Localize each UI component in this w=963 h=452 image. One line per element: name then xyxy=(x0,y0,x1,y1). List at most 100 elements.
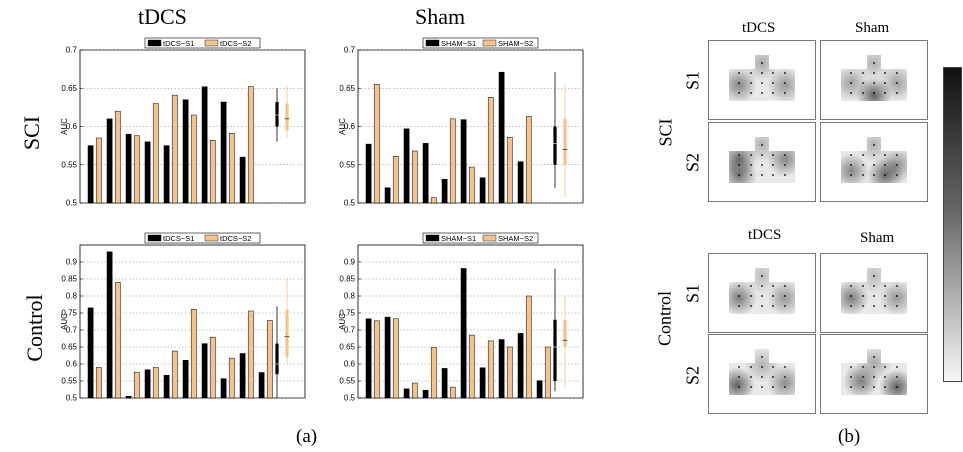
y-tick-label: 0.65 xyxy=(339,343,355,352)
bar-s1 xyxy=(144,369,151,399)
bar-s1 xyxy=(365,318,372,399)
electrode-dot xyxy=(738,92,740,94)
electrode-dot xyxy=(750,386,752,388)
electrode-dot xyxy=(738,366,740,368)
electrode-dot xyxy=(738,72,740,74)
electrode-dot xyxy=(761,92,763,94)
topomap-sci-sham-s1 xyxy=(820,40,928,120)
electrode-dot xyxy=(761,366,763,368)
bar-s1 xyxy=(106,118,113,204)
bar-s2 xyxy=(544,346,551,399)
electrode-dot xyxy=(896,164,898,166)
electrode-dot xyxy=(850,154,852,156)
bar-s1 xyxy=(384,316,391,399)
electrode-dot xyxy=(761,356,763,358)
legend-label: SHAM−S1 xyxy=(441,234,476,243)
bar-s2 xyxy=(171,94,178,204)
electrode-dot xyxy=(850,174,852,176)
bar-s2 xyxy=(228,357,235,399)
electrode-dot xyxy=(761,285,763,287)
bar-s2 xyxy=(190,114,197,204)
electrode-dot xyxy=(896,285,898,287)
electrode-dot xyxy=(772,366,774,368)
y-tick-label: 0.55 xyxy=(339,160,355,169)
caption-b: (b) xyxy=(838,426,861,447)
bar-s2 xyxy=(114,110,121,204)
bar-s1 xyxy=(422,389,429,399)
bar-s1 xyxy=(201,343,208,399)
y-tick-label: 0.65 xyxy=(61,343,77,352)
y-tick-label: 0.8 xyxy=(66,292,78,301)
electrode-dot xyxy=(896,174,898,176)
legend-swatch xyxy=(425,39,440,47)
activation-blob xyxy=(767,67,795,101)
bar-s2 xyxy=(373,84,380,204)
y-tick-label: 0.6 xyxy=(66,122,78,131)
electrode-dot xyxy=(896,305,898,307)
legend-swatch xyxy=(204,39,219,47)
electrode-dot xyxy=(862,295,864,297)
bar-s2 xyxy=(133,135,140,204)
electrode-dot xyxy=(761,174,763,176)
bar-s2 xyxy=(430,197,437,204)
iqr-box xyxy=(285,309,289,358)
electrode-dot xyxy=(884,92,886,94)
electrode-dot xyxy=(873,376,875,378)
y-axis-label: AUC xyxy=(338,313,347,330)
topo-session-label-control-s2: S2 xyxy=(682,366,703,386)
electrode-dot xyxy=(784,82,786,84)
topo-col-label-tdcs-sci: tDCS xyxy=(742,20,776,36)
electrode-dot xyxy=(862,376,864,378)
bar-s1 xyxy=(517,333,524,399)
legend-label: SHAM−S2 xyxy=(498,39,533,48)
iqr-box xyxy=(553,126,557,165)
electrode-dot xyxy=(738,305,740,307)
legend-swatch xyxy=(147,39,162,47)
electrode-dot xyxy=(862,174,864,176)
bar-s2 xyxy=(487,340,494,399)
bar-s1 xyxy=(125,396,132,399)
row-label-sci: SCI xyxy=(19,115,44,151)
legend-swatch xyxy=(147,234,162,242)
topomap-control-tdcs-s1 xyxy=(708,253,816,333)
electrode-dot xyxy=(772,82,774,84)
bar-s1 xyxy=(517,161,524,204)
bar-s2 xyxy=(95,367,102,399)
electrode-dot xyxy=(784,164,786,166)
activation-blob xyxy=(841,280,869,314)
electrode-dot xyxy=(862,366,864,368)
electrode-dot xyxy=(738,164,740,166)
y-tick-label: 0.75 xyxy=(339,309,355,318)
electrode-dot xyxy=(896,92,898,94)
y-tick-label: 0.7 xyxy=(344,46,356,55)
y-tick-label: 0.8 xyxy=(344,292,356,301)
electrode-dot xyxy=(738,82,740,84)
bar-s1 xyxy=(258,372,265,399)
electrode-dot xyxy=(772,295,774,297)
iqr-box xyxy=(275,343,279,375)
bar-s2 xyxy=(247,86,254,204)
bar-s2 xyxy=(247,310,254,399)
bar-s2 xyxy=(392,318,399,399)
bar-s2 xyxy=(133,371,140,399)
electrode-dot xyxy=(896,82,898,84)
bar-s2 xyxy=(152,367,159,399)
bar-s2 xyxy=(411,150,418,204)
bar-s2 xyxy=(506,136,513,204)
electrode-dot xyxy=(884,285,886,287)
electrode-dot xyxy=(884,376,886,378)
activation-blob xyxy=(856,349,892,381)
bar-s2 xyxy=(95,137,102,204)
y-tick-label: 0.5 xyxy=(66,394,78,403)
electrode-dot xyxy=(873,366,875,368)
iqr-box xyxy=(553,319,557,381)
bar-s1 xyxy=(125,133,132,204)
heading-sham: Sham xyxy=(415,4,466,29)
electrode-dot xyxy=(873,174,875,176)
bar-s2 xyxy=(392,156,399,204)
topomap-control-tdcs-s2 xyxy=(708,334,816,414)
y-tick-label: 0.7 xyxy=(66,46,78,55)
electrode-dot xyxy=(738,285,740,287)
bar-s2 xyxy=(506,346,513,399)
legend-swatch xyxy=(482,234,497,242)
